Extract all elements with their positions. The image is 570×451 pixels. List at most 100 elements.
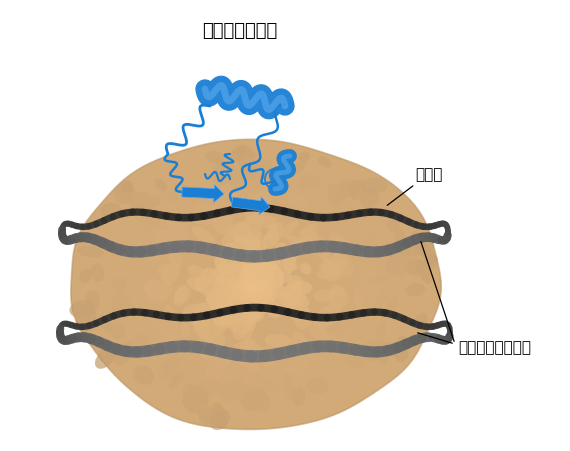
Ellipse shape [182, 360, 196, 382]
Ellipse shape [109, 323, 125, 340]
Ellipse shape [260, 266, 282, 287]
Ellipse shape [406, 283, 426, 297]
Ellipse shape [211, 302, 226, 323]
Ellipse shape [353, 315, 366, 336]
Ellipse shape [245, 293, 270, 313]
Ellipse shape [174, 287, 190, 304]
Ellipse shape [355, 296, 377, 319]
Ellipse shape [243, 275, 263, 297]
Ellipse shape [283, 369, 303, 379]
Ellipse shape [267, 258, 280, 270]
Ellipse shape [331, 238, 352, 259]
Ellipse shape [205, 290, 217, 313]
Ellipse shape [292, 332, 308, 354]
Ellipse shape [247, 276, 265, 289]
Ellipse shape [318, 157, 332, 168]
Ellipse shape [241, 164, 263, 180]
Ellipse shape [175, 183, 197, 201]
Ellipse shape [359, 323, 371, 338]
Ellipse shape [228, 166, 243, 192]
Ellipse shape [238, 299, 262, 311]
Ellipse shape [246, 354, 259, 374]
Ellipse shape [361, 178, 388, 194]
Ellipse shape [150, 253, 161, 264]
Ellipse shape [345, 181, 362, 198]
Ellipse shape [294, 359, 307, 376]
Ellipse shape [246, 286, 259, 301]
Ellipse shape [313, 197, 327, 213]
Ellipse shape [205, 357, 226, 382]
Ellipse shape [298, 175, 321, 190]
Ellipse shape [99, 338, 120, 359]
Ellipse shape [259, 193, 273, 211]
Ellipse shape [146, 315, 170, 331]
Ellipse shape [163, 361, 182, 382]
Ellipse shape [325, 334, 341, 354]
Ellipse shape [218, 346, 233, 367]
Ellipse shape [179, 303, 202, 321]
Ellipse shape [169, 372, 185, 389]
Ellipse shape [161, 192, 179, 202]
Ellipse shape [242, 274, 263, 300]
Ellipse shape [260, 276, 275, 293]
Ellipse shape [161, 283, 173, 296]
Ellipse shape [180, 322, 191, 338]
Ellipse shape [266, 281, 284, 298]
Ellipse shape [212, 272, 235, 292]
Ellipse shape [213, 214, 233, 235]
Ellipse shape [233, 280, 247, 295]
Ellipse shape [397, 247, 424, 257]
Ellipse shape [228, 273, 245, 283]
Ellipse shape [168, 332, 180, 344]
Ellipse shape [240, 280, 258, 299]
Ellipse shape [78, 246, 104, 258]
Ellipse shape [210, 289, 232, 312]
Ellipse shape [286, 235, 303, 246]
Ellipse shape [230, 319, 242, 330]
Ellipse shape [285, 244, 302, 259]
Ellipse shape [214, 267, 229, 280]
Ellipse shape [133, 272, 145, 282]
Ellipse shape [214, 345, 227, 370]
Ellipse shape [319, 193, 334, 213]
Ellipse shape [253, 286, 270, 309]
Ellipse shape [298, 152, 310, 163]
Ellipse shape [158, 320, 179, 345]
Ellipse shape [213, 295, 225, 313]
Ellipse shape [154, 179, 166, 192]
Ellipse shape [335, 258, 354, 278]
Ellipse shape [372, 342, 398, 356]
Ellipse shape [200, 341, 222, 359]
Ellipse shape [235, 264, 251, 283]
Ellipse shape [100, 203, 121, 218]
Ellipse shape [412, 231, 427, 253]
Ellipse shape [275, 293, 295, 313]
Text: 脳質化Ａｔｇ８: 脳質化Ａｔｇ８ [202, 22, 278, 40]
Ellipse shape [114, 184, 135, 205]
Ellipse shape [331, 207, 345, 223]
Ellipse shape [241, 340, 262, 361]
Ellipse shape [278, 271, 292, 284]
Ellipse shape [251, 346, 266, 364]
Ellipse shape [274, 261, 299, 271]
Ellipse shape [129, 203, 154, 215]
Ellipse shape [166, 355, 188, 373]
Ellipse shape [284, 340, 300, 355]
Ellipse shape [283, 291, 304, 306]
Ellipse shape [233, 321, 245, 341]
Ellipse shape [258, 287, 270, 301]
Ellipse shape [181, 193, 194, 210]
Ellipse shape [243, 301, 261, 325]
Ellipse shape [85, 291, 100, 312]
Ellipse shape [249, 264, 264, 279]
Ellipse shape [225, 378, 243, 403]
Ellipse shape [188, 266, 206, 280]
Ellipse shape [288, 276, 303, 290]
Ellipse shape [231, 290, 243, 303]
Ellipse shape [283, 246, 296, 274]
Ellipse shape [218, 278, 239, 295]
Polygon shape [71, 140, 441, 429]
Ellipse shape [201, 268, 219, 285]
Ellipse shape [232, 224, 252, 244]
Ellipse shape [415, 313, 428, 326]
